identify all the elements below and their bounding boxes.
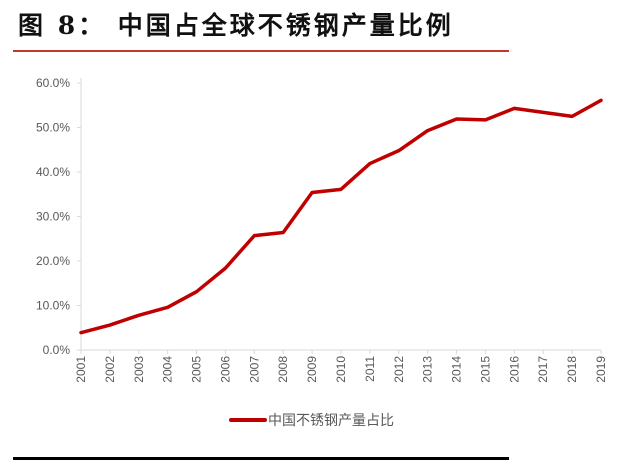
axes: [77, 78, 602, 354]
data-point-2012: [397, 149, 401, 153]
data-point-2011: [368, 162, 372, 166]
y-tick-label: 0.0%: [43, 343, 71, 357]
y-tick-label: 60.0%: [36, 76, 70, 90]
data-point-2005: [195, 290, 199, 294]
x-tick-label: 2006: [218, 356, 232, 383]
data-point-2007: [252, 234, 256, 238]
y-tick-labels: 0.0% 10.0% 20.0% 30.0% 40.0% 50.0% 60.0%: [36, 76, 70, 357]
data-point-2004: [166, 305, 170, 309]
data-point-2019: [599, 98, 603, 102]
data-point-2008: [281, 231, 285, 235]
x-tick-label: 2009: [305, 356, 319, 383]
x-tick-label: 2011: [363, 356, 377, 382]
x-tick-label: 2013: [421, 356, 435, 383]
data-point-2002: [108, 323, 112, 327]
y-tick-label: 20.0%: [36, 254, 70, 268]
x-tick-label: 2002: [103, 356, 117, 383]
x-tick-label: 2007: [247, 356, 261, 383]
data-point-2013: [426, 129, 430, 133]
y-tick-label: 40.0%: [36, 165, 70, 179]
x-tick-label: 2018: [565, 356, 579, 383]
data-point-2010: [339, 187, 343, 191]
x-tick-label: 2017: [536, 356, 550, 383]
y-tick-label: 10.0%: [36, 299, 70, 313]
chart-title: 图 8： 中国占全球不锈钢产量比例: [18, 11, 454, 40]
data-point-2017: [541, 110, 545, 114]
x-tick-label: 2008: [276, 356, 290, 383]
x-tick-label: 2004: [161, 356, 175, 383]
bottom-divider: [13, 457, 509, 460]
data-point-2014: [455, 117, 459, 121]
series-line: [79, 98, 603, 335]
data-point-2016: [512, 106, 516, 110]
x-tick-label: 2019: [594, 356, 608, 383]
series-layer: [79, 98, 603, 335]
x-tick-label: 2003: [132, 356, 146, 383]
x-tick-labels: 2001 2002 2003 2004 2005 2006 2007 2008 2009 2010…: [74, 356, 608, 383]
data-point-2001: [79, 331, 83, 335]
x-tick-label: 2015: [478, 356, 492, 383]
x-tick-label: 2005: [190, 356, 204, 383]
legend-label: 中国不锈钢产量占比: [268, 413, 394, 429]
x-tick-label: 2014: [450, 356, 464, 383]
y-tick-label: 30.0%: [36, 210, 70, 224]
data-point-2009: [310, 190, 314, 194]
y-tick-label: 50.0%: [36, 121, 70, 135]
x-tick-label: 2001: [74, 356, 88, 383]
data-point-2006: [223, 266, 227, 270]
data-point-2003: [137, 313, 141, 317]
x-tick-label: 2010: [334, 356, 348, 383]
data-point-2015: [483, 118, 487, 122]
legend: 中国不锈钢产量占比: [229, 413, 394, 429]
title-divider: [13, 50, 509, 52]
x-tick-label: 2016: [507, 356, 521, 383]
data-point-2018: [570, 114, 574, 118]
x-tick-label: 2012: [392, 356, 406, 383]
